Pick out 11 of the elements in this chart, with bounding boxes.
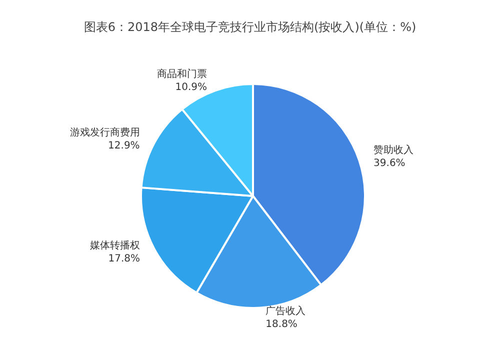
data-label: 39.6% bbox=[374, 158, 406, 169]
slice-label: 赞助收入 bbox=[374, 144, 414, 156]
slice-label: 广告收入 bbox=[266, 304, 306, 317]
data-label: 10.9% bbox=[175, 82, 208, 94]
data-label: 12.9% bbox=[108, 140, 140, 152]
chart-title: 图表6：2018年全球电子竞技行业市场结构(按收入)(单位：%) bbox=[84, 20, 416, 34]
slice-label: 媒体转播权 bbox=[90, 240, 140, 252]
slice-label: 游戏发行商费用 bbox=[70, 126, 140, 139]
data-label: 18.8% bbox=[266, 318, 298, 330]
slice-label: 商品和门票 bbox=[157, 68, 208, 80]
data-label: 17.8% bbox=[108, 254, 140, 265]
